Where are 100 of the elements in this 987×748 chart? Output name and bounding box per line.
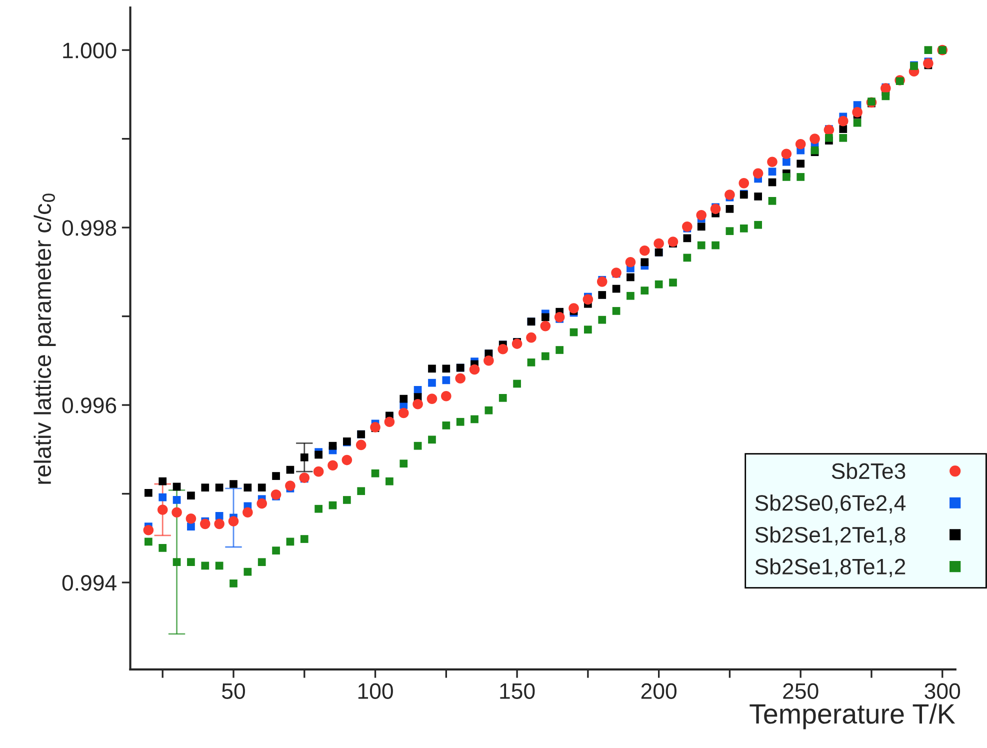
point	[754, 220, 762, 229]
point	[654, 238, 664, 249]
point	[782, 158, 790, 166]
point	[810, 134, 820, 144]
point	[230, 579, 238, 588]
point	[414, 442, 422, 450]
point	[839, 134, 848, 142]
point	[300, 535, 308, 543]
point	[596, 276, 608, 287]
point	[626, 292, 634, 300]
point	[428, 436, 436, 444]
x-tick-label: 50	[222, 683, 245, 699]
point	[328, 460, 338, 471]
x-axis-title: Temperature T/K	[750, 703, 956, 730]
y-tick-label: 1.000	[63, 42, 116, 58]
point	[442, 422, 450, 430]
x-tick-label: 300	[924, 683, 960, 699]
point	[554, 312, 565, 322]
point	[172, 496, 181, 504]
point	[172, 558, 181, 566]
point	[668, 236, 678, 247]
point	[825, 134, 833, 142]
point	[669, 278, 677, 286]
point	[640, 286, 649, 294]
point	[768, 178, 776, 186]
point	[710, 204, 721, 214]
point	[442, 364, 450, 373]
point	[526, 332, 536, 343]
point	[398, 408, 409, 418]
point	[186, 513, 196, 524]
point	[342, 496, 351, 504]
point	[498, 344, 508, 354]
point	[158, 493, 167, 502]
point	[568, 303, 579, 314]
point	[400, 460, 408, 468]
point	[598, 291, 606, 299]
point	[158, 477, 167, 486]
y-tick-label: 0.996	[62, 398, 116, 414]
point	[400, 394, 408, 403]
point	[498, 394, 507, 402]
point	[540, 320, 551, 332]
point	[200, 518, 210, 530]
point	[158, 544, 167, 552]
point	[228, 516, 239, 526]
point	[215, 484, 224, 492]
point	[654, 280, 663, 288]
point	[272, 546, 280, 554]
x-tick-label: 150	[500, 683, 535, 699]
point	[712, 241, 720, 250]
point	[852, 107, 862, 118]
point	[612, 307, 620, 315]
point	[484, 356, 494, 366]
point	[314, 504, 322, 513]
point	[187, 492, 195, 500]
point	[924, 46, 932, 54]
point	[752, 168, 764, 179]
point	[754, 192, 762, 200]
point	[455, 373, 466, 384]
point	[626, 273, 634, 282]
point	[314, 450, 322, 459]
point	[214, 518, 224, 530]
x-tick-label: 200	[641, 683, 676, 699]
point	[144, 488, 152, 497]
point	[683, 234, 692, 242]
point	[328, 501, 337, 510]
point	[357, 487, 366, 496]
point	[513, 380, 521, 388]
point	[683, 254, 692, 262]
point	[923, 58, 934, 69]
point	[541, 352, 550, 360]
point	[740, 224, 748, 232]
point	[796, 160, 805, 168]
legend-label: Sb2Se0,6Te2,4	[755, 494, 906, 514]
point	[556, 346, 564, 354]
point	[570, 328, 578, 336]
point	[157, 504, 168, 515]
point	[782, 173, 790, 181]
point	[853, 118, 862, 127]
point	[285, 480, 296, 491]
point	[242, 507, 253, 518]
point	[639, 245, 650, 256]
point	[313, 466, 324, 477]
point	[838, 116, 848, 126]
point	[682, 222, 692, 232]
point	[781, 148, 792, 160]
point	[258, 484, 266, 492]
point	[767, 156, 778, 168]
point	[441, 391, 452, 402]
point	[625, 257, 636, 268]
point	[442, 376, 450, 384]
point	[172, 507, 182, 518]
point	[371, 469, 380, 478]
point	[428, 378, 436, 387]
point	[412, 398, 423, 410]
point	[724, 190, 735, 200]
point	[426, 394, 438, 404]
point	[384, 416, 395, 428]
legend-label: Sb2Se1,2Te1,8	[755, 526, 906, 546]
point	[640, 258, 649, 266]
point	[612, 284, 620, 293]
